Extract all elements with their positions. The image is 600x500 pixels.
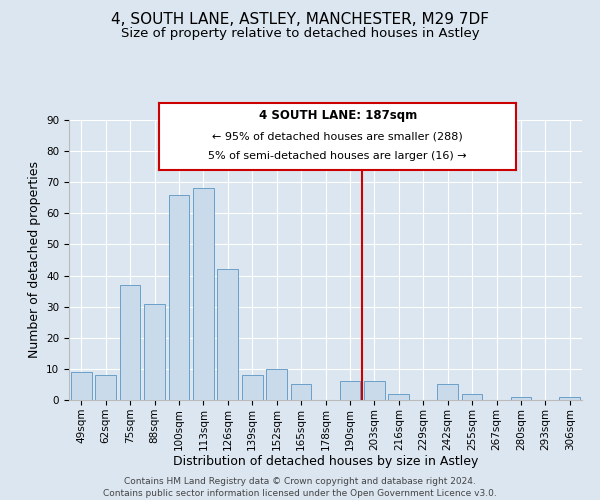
Bar [144, 304, 165, 400]
Bar [95, 375, 116, 400]
Bar [119, 285, 140, 400]
Bar [193, 188, 214, 400]
X-axis label: Distribution of detached houses by size in Astley: Distribution of detached houses by size … [173, 456, 478, 468]
Bar [437, 384, 458, 400]
Bar [340, 382, 361, 400]
Text: 4, SOUTH LANE, ASTLEY, MANCHESTER, M29 7DF: 4, SOUTH LANE, ASTLEY, MANCHESTER, M29 7… [111, 12, 489, 28]
Bar [266, 369, 287, 400]
Bar [388, 394, 409, 400]
Bar [71, 372, 92, 400]
Bar [290, 384, 311, 400]
Text: ← 95% of detached houses are smaller (288): ← 95% of detached houses are smaller (28… [212, 131, 463, 141]
Bar [364, 382, 385, 400]
Text: Contains HM Land Registry data © Crown copyright and database right 2024.
Contai: Contains HM Land Registry data © Crown c… [103, 476, 497, 498]
Bar [559, 397, 580, 400]
Bar [461, 394, 482, 400]
Bar [217, 270, 238, 400]
Bar [511, 397, 532, 400]
Text: 4 SOUTH LANE: 187sqm: 4 SOUTH LANE: 187sqm [259, 110, 417, 122]
Text: Size of property relative to detached houses in Astley: Size of property relative to detached ho… [121, 28, 479, 40]
Text: 5% of semi-detached houses are larger (16) →: 5% of semi-detached houses are larger (1… [208, 152, 467, 162]
Bar [169, 194, 190, 400]
Bar [242, 375, 263, 400]
Y-axis label: Number of detached properties: Number of detached properties [28, 162, 41, 358]
